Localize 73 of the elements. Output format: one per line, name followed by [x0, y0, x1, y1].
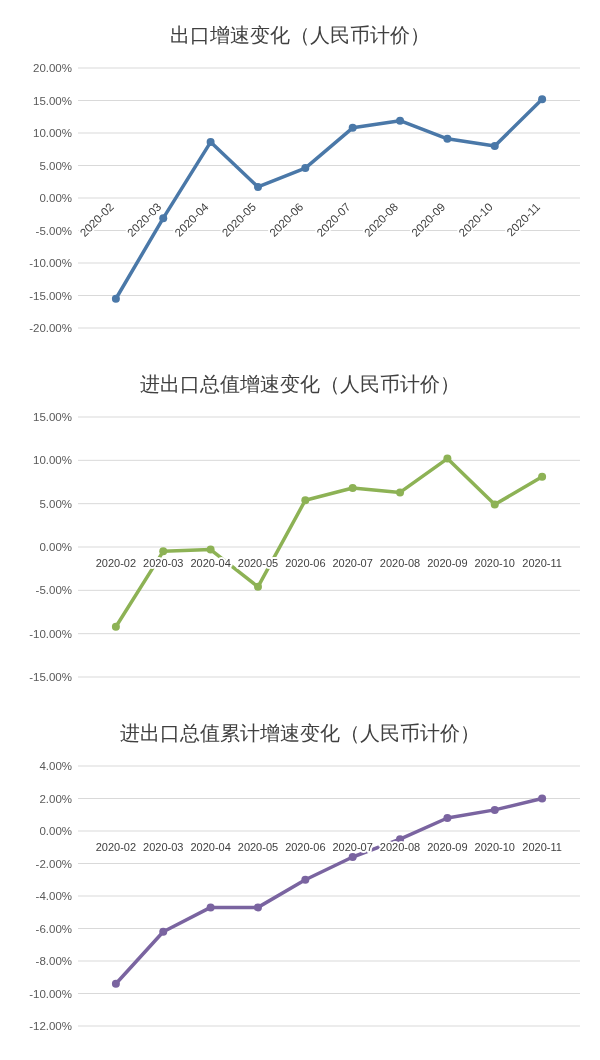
y-tick-label: -12.00% — [29, 1020, 72, 1033]
point — [301, 164, 310, 173]
y-tick-label: 20.00% — [32, 62, 72, 75]
y-tick-label: -5.00% — [35, 584, 72, 597]
x-tick-label: 2020-08 — [379, 557, 421, 569]
point — [348, 123, 357, 132]
x-tick-label: 2020-10 — [474, 841, 515, 853]
chart-title: 进出口总值增速变化（人民币计价） — [140, 372, 460, 396]
point — [396, 488, 405, 497]
x-tick-label: 2020-06 — [285, 841, 326, 853]
point — [111, 979, 120, 988]
y-tick-label: 4.00% — [39, 760, 72, 773]
y-tick-label: -10.00% — [29, 987, 72, 1000]
y-tick-label: 10.00% — [32, 454, 72, 467]
y-tick-label: 5.00% — [39, 159, 72, 172]
x-tick-label: 2020-10 — [474, 557, 515, 569]
y-tick-label: 15.00% — [32, 411, 72, 424]
point — [253, 182, 262, 191]
y-tick-label: -10.00% — [29, 257, 72, 270]
y-tick-label: -15.00% — [29, 289, 72, 302]
y-tick-label: 5.00% — [39, 497, 72, 510]
point — [443, 134, 452, 143]
y-tick-label: 15.00% — [32, 94, 72, 107]
x-tick-label: 2020-09 — [427, 841, 468, 853]
x-tick-label: 2020-11 — [522, 841, 562, 853]
point — [111, 294, 120, 303]
y-tick-label: -8.00% — [35, 955, 72, 968]
y-tick-label: -10.00% — [29, 627, 72, 640]
y-tick-label: 0.00% — [39, 541, 72, 554]
x-tick-label: 2020-07 — [332, 841, 373, 853]
y-tick-label: -4.00% — [35, 890, 72, 903]
point — [206, 545, 215, 554]
point — [206, 138, 215, 147]
point — [538, 95, 547, 104]
chart-title: 出口增速变化（人民币计价） — [170, 23, 430, 47]
point — [348, 853, 357, 861]
y-tick-label: -6.00% — [35, 922, 72, 935]
point — [443, 454, 452, 463]
point — [538, 472, 547, 481]
y-tick-label: -15.00% — [29, 671, 72, 684]
x-tick-label: 2020-07 — [332, 557, 373, 569]
x-tick-label: 2020-04 — [190, 841, 231, 853]
point — [443, 814, 452, 822]
point — [348, 484, 357, 493]
y-tick-label: -5.00% — [35, 224, 72, 237]
point — [490, 142, 499, 150]
x-tick-label: 2020-11 — [522, 557, 562, 569]
point — [206, 903, 215, 912]
x-tick-label: 2020-02 — [95, 557, 137, 569]
x-tick-label: 2020-06 — [285, 557, 326, 569]
x-tick-label: 2020-09 — [427, 557, 468, 569]
x-tick-label: 2020-03 — [143, 841, 184, 853]
point — [159, 547, 168, 556]
y-tick-label: 0.00% — [39, 192, 72, 205]
y-tick-label: 0.00% — [39, 825, 72, 838]
point — [490, 805, 499, 814]
point — [301, 875, 310, 884]
point — [490, 500, 499, 509]
x-tick-label: 2020-05 — [237, 841, 279, 853]
y-tick-label: 10.00% — [32, 127, 72, 140]
y-tick-label: -2.00% — [35, 857, 72, 870]
point — [159, 927, 168, 936]
point — [396, 116, 405, 125]
point — [538, 794, 547, 803]
x-tick-label: 2020-02 — [95, 841, 137, 853]
point — [253, 582, 262, 591]
point — [301, 496, 310, 505]
y-tick-label: -20.00% — [29, 322, 72, 335]
y-tick-label: 2.00% — [39, 792, 72, 805]
chart-title: 进出口总值累计增速变化（人民币计价） — [120, 721, 480, 745]
point — [253, 903, 262, 912]
x-tick-label: 2020-08 — [379, 841, 421, 853]
point — [111, 622, 120, 631]
